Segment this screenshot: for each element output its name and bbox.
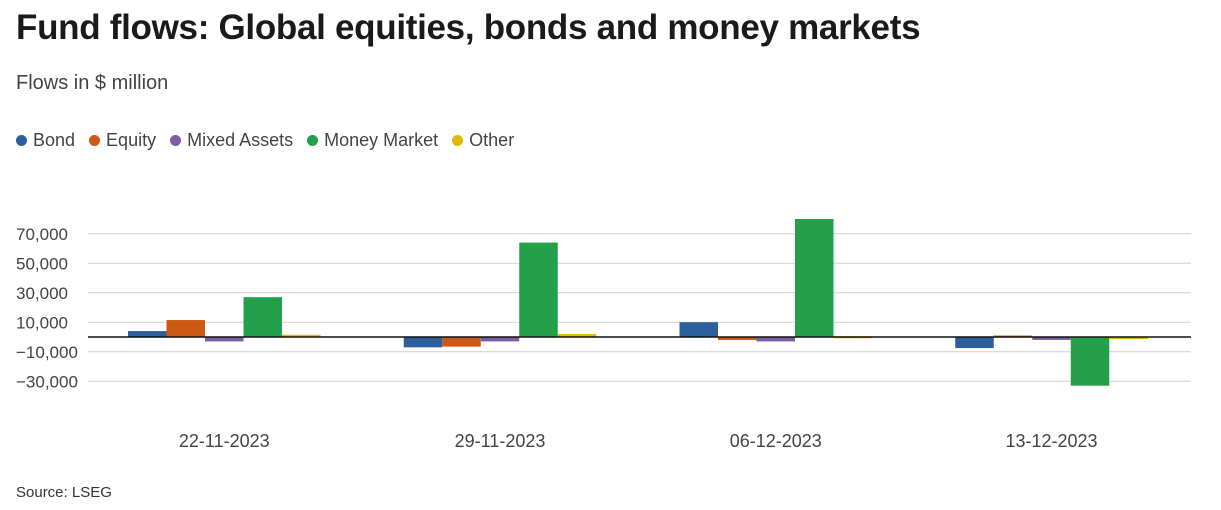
legend-item: Money Market <box>307 130 438 151</box>
legend-item: Other <box>452 130 514 151</box>
bar-mixed-assets <box>205 337 244 342</box>
source-note: Source: LSEG <box>16 484 112 501</box>
bar-money-market <box>243 297 282 337</box>
bar-mixed-assets <box>1032 337 1071 340</box>
legend-label: Bond <box>33 130 76 150</box>
bar-bond <box>955 337 994 349</box>
bar-bond <box>679 322 718 337</box>
legend-label: Money Market <box>324 130 439 150</box>
bar-bond <box>403 337 443 348</box>
bar-money-market <box>1070 337 1110 386</box>
bar-other <box>282 334 321 337</box>
chart-subtitle: Flows in $ million <box>16 72 169 94</box>
legend-label: Other <box>469 130 515 150</box>
bar-other <box>1109 337 1148 339</box>
legend-swatch <box>16 135 27 146</box>
x-tick-label: 22-11-2023 <box>179 431 270 451</box>
bar-equity <box>166 320 205 337</box>
bar-chart: −30,000 −10,000 10,000 30,000 50,000 70,000 22… <box>16 219 1191 451</box>
x-tick-label: 29-11-2023 <box>455 431 546 451</box>
y-tick-label: 50,000 <box>16 254 68 273</box>
y-tick-label: 70,000 <box>16 225 68 244</box>
y-tick-label: −10,000 <box>16 343 78 362</box>
legend-item: Bond <box>16 130 75 151</box>
legend-item: Equity <box>89 130 156 151</box>
legend-swatch <box>452 135 464 146</box>
legend-item: Mixed Assets <box>170 130 293 151</box>
legend: Bond Equity Mixed Assets Money Market Other <box>16 130 514 151</box>
bar-other <box>557 334 597 337</box>
chart-title: Fund flows: Global equities, bonds and m… <box>16 8 921 47</box>
bar-equity <box>718 337 757 340</box>
bar-mixed-assets <box>480 337 520 342</box>
legend-swatch <box>89 135 101 146</box>
bar-money-market <box>795 219 834 337</box>
legend-swatch <box>307 135 319 146</box>
x-tick-label: 06-12-2023 <box>730 431 822 451</box>
bar-mixed-assets <box>756 337 795 342</box>
bar-money-market <box>519 242 558 337</box>
y-tick-label: −30,000 <box>16 372 78 391</box>
y-tick-label: 10,000 <box>16 313 68 332</box>
legend-label: Mixed Assets <box>187 130 294 150</box>
y-tick-label: 30,000 <box>16 284 68 303</box>
x-tick-label: 13-12-2023 <box>1005 431 1097 451</box>
legend-label: Equity <box>106 130 157 150</box>
bar-equity <box>442 337 481 347</box>
legend-swatch <box>170 135 182 146</box>
bar-bond <box>128 331 167 337</box>
